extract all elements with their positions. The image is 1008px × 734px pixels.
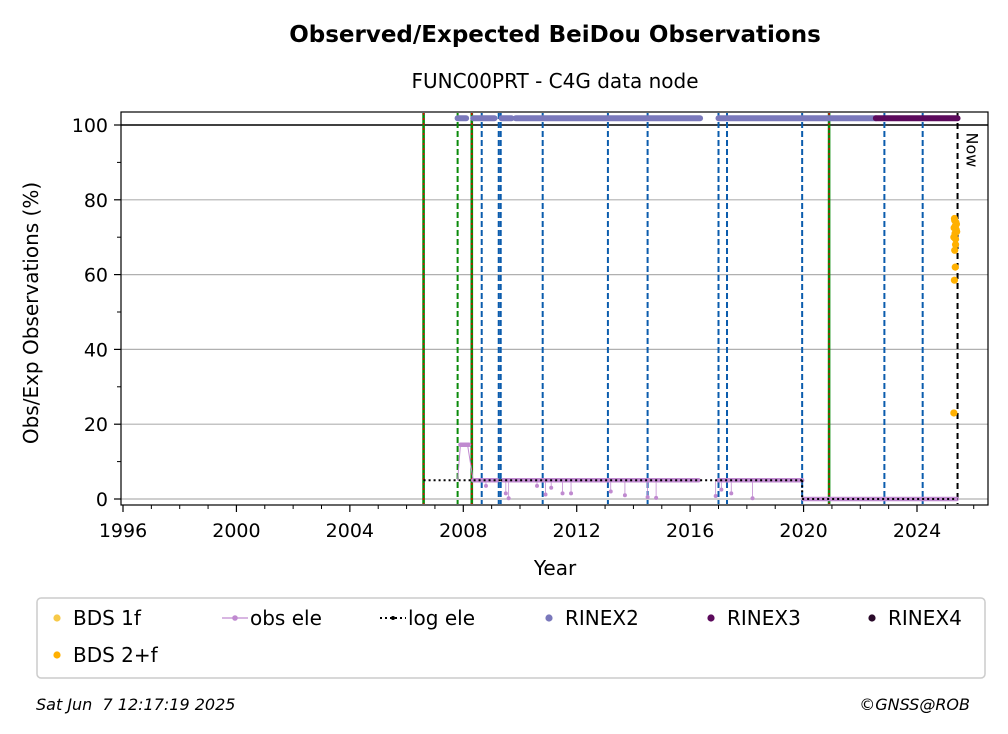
legend-label: obs ele	[250, 606, 322, 630]
obs-ele-point	[549, 485, 554, 490]
event-lines: Now	[422, 113, 982, 504]
obs-ele-point	[729, 491, 734, 496]
y-axis-label: Obs/Exp Observations (%)	[19, 182, 43, 444]
legend-marker	[545, 614, 553, 622]
x-tick-label: 2012	[553, 520, 601, 542]
axes: 0 20 40 60 80 100 1996 2000 2004 2008 2012 2016 2020…	[72, 115, 975, 542]
x-tick-label: 2000	[212, 520, 260, 542]
legend-marker	[53, 614, 61, 622]
x-tick-label: 2016	[666, 520, 714, 542]
bds-2f-point	[951, 263, 959, 271]
legend-label: log ele	[408, 606, 475, 630]
legend-box	[36, 597, 986, 679]
obs-ele-point	[654, 495, 659, 500]
y-tick-label: 40	[84, 339, 108, 361]
y-tick-label: 0	[96, 489, 108, 511]
footer-credit: ©GNSS@ROB	[859, 695, 970, 714]
obs-ele-point	[719, 487, 724, 492]
bds-2f-point	[951, 235, 960, 243]
y-tick-label: 20	[84, 414, 108, 436]
chart-title: Observed/Expected BeiDou Observations	[289, 22, 821, 48]
bds-2f-point	[951, 241, 960, 249]
x-axis-label: Year	[533, 556, 577, 580]
obs-ele-point	[569, 491, 574, 496]
x-tick-label: 1996	[99, 520, 147, 542]
legend-label: BDS 2+f	[73, 643, 159, 667]
bds-2f-point	[951, 246, 959, 254]
chart-subtitle: FUNC00PRT - C4G data node	[411, 69, 698, 93]
bds-2f-point	[950, 276, 959, 284]
legend-label: RINEX2	[565, 606, 639, 630]
bds-2f-point	[950, 214, 959, 223]
obs-ele-point	[713, 494, 718, 499]
x-tick-label: 2024	[893, 520, 941, 542]
bds-2f-point	[950, 409, 958, 417]
obs-ele-point	[645, 495, 650, 500]
obs-ele-point	[622, 493, 627, 498]
legend-marker-dot	[391, 616, 395, 620]
obs-ele-point	[560, 491, 565, 496]
obs-ele-connector	[467, 444, 474, 481]
y-tick-label: 60	[84, 265, 108, 287]
obs-ele-point	[535, 483, 540, 488]
obs-ele-point	[543, 492, 548, 497]
obs-ele-point	[506, 496, 511, 501]
bds-2f-point	[952, 220, 961, 228]
y-tick-label: 100	[72, 115, 108, 137]
plot-frame	[120, 111, 989, 506]
legend-label: RINEX3	[727, 606, 801, 630]
legend: BDS 1f obs ele log ele RINEX2 RINEX3 RINEX4 BD…	[36, 597, 986, 679]
footer-timestamp: Sat Jun 7 12:17:19 2025	[36, 695, 235, 714]
x-tick-label: 2020	[779, 520, 827, 542]
grid-layer	[121, 124, 988, 500]
legend-label: RINEX4	[888, 606, 962, 630]
bds-2f-point	[953, 227, 961, 236]
legend-marker	[868, 614, 876, 622]
obs-ele-point	[608, 489, 613, 494]
y-tick-label: 80	[84, 190, 108, 212]
legend-marker	[707, 614, 715, 622]
obs-ele-connector	[457, 444, 461, 481]
x-tick-label: 2008	[439, 520, 487, 542]
obs-ele-point	[503, 491, 508, 496]
legend-marker-dot	[232, 615, 238, 621]
obs-ele-point	[483, 483, 488, 488]
x-tick-label: 2004	[326, 520, 374, 542]
series-layer	[423, 115, 961, 502]
legend-label: BDS 1f	[73, 606, 142, 630]
obs-ele-point	[750, 496, 755, 501]
now-label: Now	[963, 132, 982, 167]
legend-marker	[53, 651, 61, 659]
